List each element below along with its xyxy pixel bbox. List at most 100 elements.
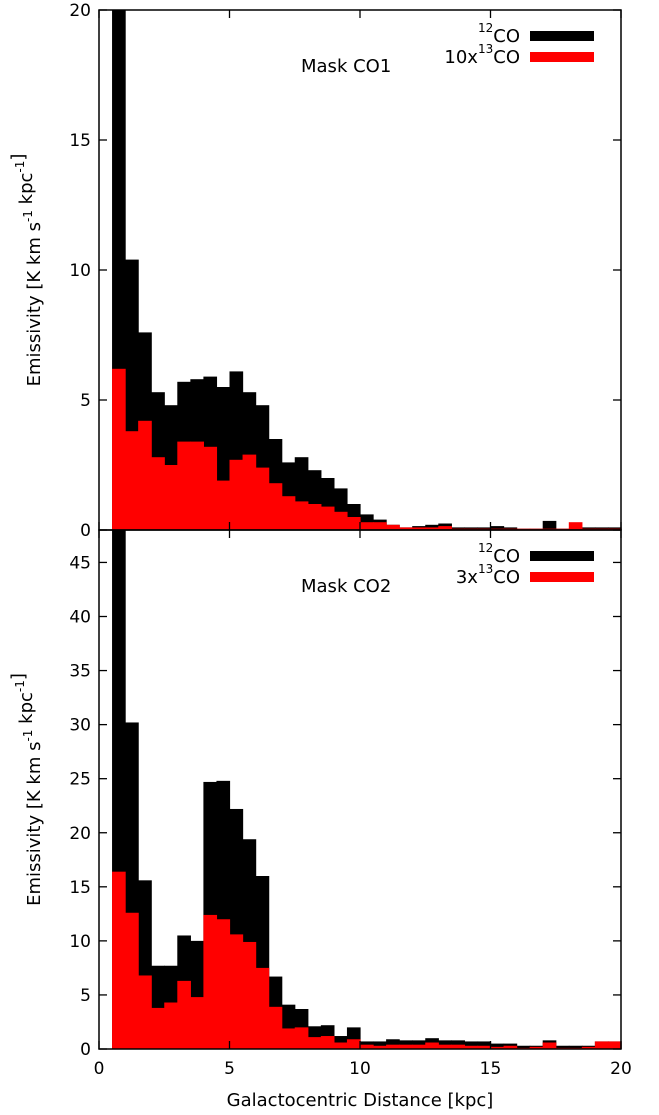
bar-3x13CO-14 bbox=[294, 1027, 309, 1049]
bar-10x13CO-5 bbox=[177, 441, 191, 530]
bar-3x13CO-23 bbox=[412, 1044, 426, 1049]
x-tick-label: 20 bbox=[610, 1059, 632, 1079]
legend-label-12CO: 12CO bbox=[478, 541, 520, 567]
bar-10x13CO-2 bbox=[138, 420, 152, 530]
bar-3x13CO-11 bbox=[255, 967, 270, 1049]
bar-12CO-21 bbox=[386, 1039, 400, 1049]
panel-2: 0 5 10 15 20 25 30 35 40 45 0 5 10 15 20 Emissivity [K … bbox=[8, 529, 632, 1111]
bar-3x13CO-27 bbox=[464, 1045, 479, 1049]
y-tick-label: 15 bbox=[69, 878, 91, 898]
bar-10x13CO-1 bbox=[125, 431, 139, 530]
bar-10x13CO-17 bbox=[333, 511, 348, 530]
bar-10x13CO-22 bbox=[399, 527, 413, 530]
legend-label-10x13CO: 10x13CO bbox=[444, 42, 520, 68]
bar-12CO-28 bbox=[477, 1041, 492, 1049]
bar-10x13CO-25 bbox=[438, 526, 452, 530]
y-tick-label: 25 bbox=[69, 770, 91, 790]
bar-3x13CO-19 bbox=[360, 1044, 374, 1049]
bar-10x13CO-18 bbox=[346, 517, 361, 530]
bar-3x13CO-2 bbox=[138, 975, 152, 1049]
y-tick-label: 45 bbox=[69, 553, 91, 573]
x-tick-label: 10 bbox=[349, 1059, 371, 1079]
y-tick-label: 0 bbox=[80, 1040, 91, 1060]
bar-10x13CO-10 bbox=[242, 454, 257, 530]
bar-10x13CO-14 bbox=[294, 501, 309, 530]
bar-12CO-29 bbox=[490, 1043, 505, 1049]
bar-3x13CO-9 bbox=[229, 934, 244, 1049]
bar-3x13CO-16 bbox=[320, 1036, 335, 1049]
bar-10x13CO-24 bbox=[425, 527, 439, 530]
bar-3x13CO-26 bbox=[451, 1044, 465, 1049]
bar-10x13CO-4 bbox=[164, 465, 178, 530]
bar-3x13CO-17 bbox=[333, 1042, 348, 1049]
x-tick-label: 15 bbox=[480, 1059, 502, 1079]
bar-10x13CO-3 bbox=[151, 457, 165, 530]
y-tick-label: 20 bbox=[69, 824, 91, 844]
bar-3x13CO-20 bbox=[373, 1045, 387, 1049]
panel-annotation: Mask CO1 bbox=[301, 56, 391, 77]
legend-swatch-12CO bbox=[530, 551, 594, 561]
y-tick-label: 30 bbox=[69, 716, 91, 736]
x-tick-label: 0 bbox=[94, 1059, 105, 1079]
bar-3x13CO-4 bbox=[164, 1002, 178, 1049]
bar-3x13CO-21 bbox=[386, 1044, 400, 1049]
panel-1: 0 5 10 15 20 Emissivity [K km s-1 kpc-1] Mask … bbox=[8, 1, 622, 541]
bar-3x13CO-12 bbox=[268, 1006, 283, 1049]
bar-3x13CO-22 bbox=[399, 1044, 413, 1049]
bar-12CO-20 bbox=[373, 1041, 387, 1049]
bar-3x13CO-3 bbox=[151, 1007, 165, 1049]
y-tick-label: 35 bbox=[69, 662, 91, 682]
bar-10x13CO-9 bbox=[229, 459, 244, 530]
bar-10x13CO-21 bbox=[386, 524, 400, 530]
bar-3x13CO-37 bbox=[594, 1041, 609, 1049]
bar-3x13CO-8 bbox=[216, 919, 231, 1049]
bar-10x13CO-35 bbox=[568, 522, 583, 530]
y-tick-label: 5 bbox=[80, 391, 91, 411]
y-tick-label: 0 bbox=[80, 521, 91, 541]
bar-10x13CO-0 bbox=[112, 368, 126, 530]
bar-12CO-27 bbox=[464, 1041, 479, 1049]
series-3x13CO bbox=[112, 871, 622, 1049]
bar-10x13CO-20 bbox=[373, 522, 387, 530]
bar-10x13CO-15 bbox=[307, 504, 322, 530]
bar-10x13CO-13 bbox=[281, 496, 296, 530]
bar-3x13CO-5 bbox=[177, 980, 191, 1049]
bar-3x13CO-7 bbox=[203, 914, 218, 1049]
legend-swatch-10x13CO bbox=[530, 52, 594, 62]
y-axis-label: Emissivity [K km s-1 kpc-1] bbox=[8, 154, 45, 387]
bar-3x13CO-6 bbox=[190, 997, 204, 1049]
bar-10x13CO-8 bbox=[216, 480, 231, 530]
bar-10x13CO-6 bbox=[190, 441, 204, 530]
bar-3x13CO-29 bbox=[490, 1046, 505, 1049]
bar-3x13CO-28 bbox=[477, 1045, 492, 1049]
bar-3x13CO-38 bbox=[607, 1041, 622, 1049]
bar-3x13CO-36 bbox=[581, 1046, 596, 1049]
bar-3x13CO-18 bbox=[346, 1039, 361, 1049]
bar-3x13CO-1 bbox=[125, 912, 139, 1049]
bar-12CO-29 bbox=[490, 526, 505, 530]
bar-10x13CO-16 bbox=[320, 506, 335, 530]
y-axis-label: Emissivity [K km s-1 kpc-1] bbox=[8, 673, 45, 906]
bar-12CO-33 bbox=[542, 520, 557, 530]
bar-3x13CO-30 bbox=[503, 1045, 518, 1049]
bar-10x13CO-11 bbox=[255, 467, 270, 530]
bar-10x13CO-12 bbox=[268, 483, 283, 530]
x-axis-label: Galactocentric Distance [kpc] bbox=[227, 1090, 494, 1111]
legend-swatch-3x13CO bbox=[530, 572, 594, 582]
bar-12CO-31 bbox=[516, 1045, 531, 1049]
y-tick-label: 10 bbox=[69, 261, 91, 281]
bar-3x13CO-32 bbox=[529, 1046, 544, 1049]
bar-3x13CO-10 bbox=[242, 941, 257, 1049]
bar-12CO-35 bbox=[568, 1045, 583, 1049]
bar-3x13CO-24 bbox=[425, 1042, 439, 1049]
bar-12CO-34 bbox=[555, 1045, 570, 1049]
y-tick-label: 20 bbox=[69, 1, 91, 21]
bar-10x13CO-19 bbox=[360, 522, 374, 530]
y-tick-label: 15 bbox=[69, 131, 91, 151]
series-12CO bbox=[112, 530, 622, 1049]
bar-3x13CO-33 bbox=[542, 1042, 557, 1049]
y-tick-label: 10 bbox=[69, 932, 91, 952]
bar-10x13CO-23 bbox=[412, 527, 426, 530]
y-tick-label: 5 bbox=[80, 986, 91, 1006]
